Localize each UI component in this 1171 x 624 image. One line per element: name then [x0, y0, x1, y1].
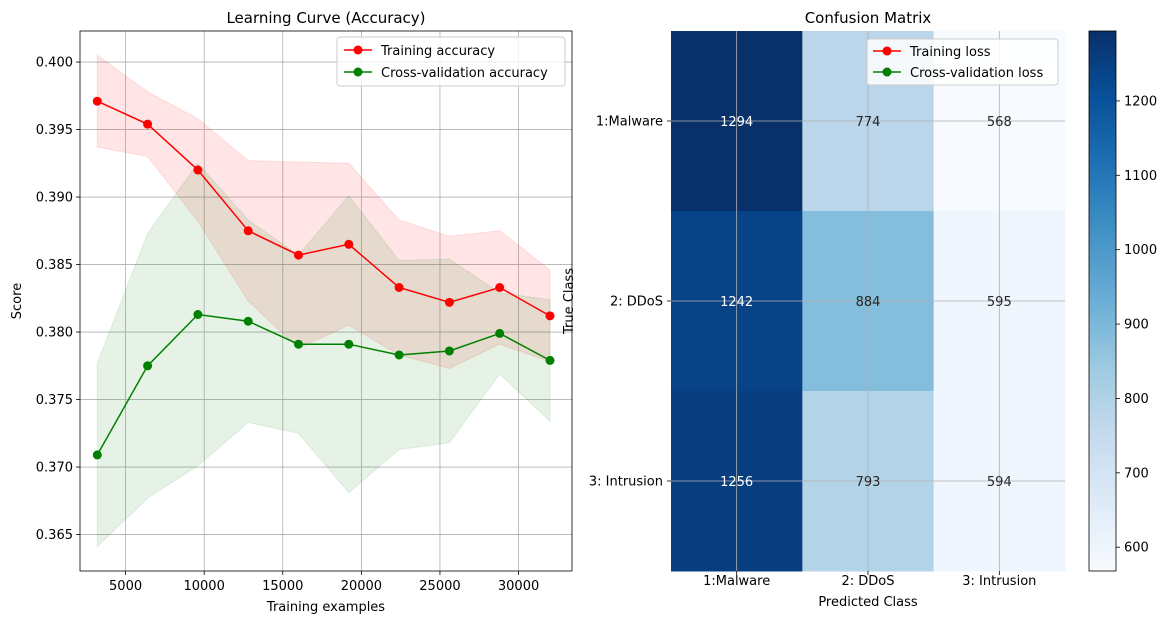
y-tick-label: 0.395	[36, 123, 73, 138]
y-tick-label: 0.390	[36, 191, 73, 206]
learning-curve-x-label: Training examples	[266, 600, 385, 615]
x-tick-label: 25000	[419, 579, 460, 594]
point-series-0	[193, 165, 203, 175]
y-tick-label: 0.375	[36, 393, 73, 408]
x-tick-label: 10000	[183, 579, 224, 594]
point-series-1	[193, 310, 203, 319]
point-series-0	[495, 283, 505, 292]
point-series-1	[545, 355, 555, 365]
cell-value: 884	[856, 295, 881, 310]
point-series-0	[444, 297, 454, 307]
y-category-label: 1:Malware	[596, 115, 663, 130]
colorbar-tick-label: 700	[1124, 466, 1149, 481]
line-series-1	[96, 313, 551, 456]
x-tick-label: 30000	[498, 579, 539, 594]
point-series-0	[92, 96, 102, 106]
legend-cv-loss-label: Cross-validation loss	[910, 66, 1043, 81]
y-tick-label: 0.400	[36, 56, 73, 71]
point-series-1	[293, 339, 303, 349]
learning-curve-legend-box	[336, 36, 566, 87]
learning-curve-axes-frame	[79, 30, 573, 572]
x-category-label: 3: Intrusion	[962, 574, 1036, 589]
learning-curve-points	[92, 96, 555, 460]
y-category-label: 3: Intrusion	[589, 475, 663, 490]
learning-curve-lines	[96, 100, 551, 456]
x-tick-label: 20000	[341, 579, 382, 594]
point-series-1	[143, 361, 153, 371]
point-series-1	[444, 346, 454, 356]
confusion-matrix-cell-labels: 1294 774 568 1242 884 595 1256 793 594	[720, 115, 1012, 490]
point-series-0	[243, 226, 253, 236]
x-category-label: 1:Malware	[703, 574, 770, 589]
legend-cv-loss-marker	[882, 67, 892, 77]
point-series-0	[394, 283, 404, 292]
colorbar-tick-label: 600	[1124, 541, 1149, 556]
confusion-matrix-title: Confusion Matrix	[805, 9, 932, 27]
legend-training-loss-marker	[882, 46, 892, 56]
point-series-0	[293, 250, 303, 260]
point-series-1	[394, 350, 404, 360]
point-series-1	[495, 328, 505, 338]
confusion-matrix-legend-box	[866, 38, 1059, 86]
colorbar-tick-label: 900	[1124, 318, 1149, 333]
confusion-matrix-legend: Training loss Cross-validation loss	[866, 38, 1059, 86]
x-tick-label: 5000	[109, 579, 142, 594]
confusion-matrix-chart: 1294 774 568 1242 884 595 1256 793 594 1:Malware…	[562, 9, 1157, 610]
confusion-matrix-y-label: True Class	[562, 268, 577, 335]
colorbar: 600 700 800 900 1000 1100 1200	[1088, 30, 1157, 572]
y-tick-label: 0.370	[36, 461, 73, 476]
cell-value: 1242	[720, 295, 753, 310]
cell-value: 568	[987, 115, 1012, 130]
line-series-0	[96, 100, 551, 317]
colorbar-tick-label: 1000	[1124, 243, 1157, 258]
confusion-matrix-y-ticks: 1:Malware 2: DDoS 3: Intrusion	[589, 115, 671, 490]
colorbar-tick-label: 1200	[1124, 94, 1157, 109]
colorbar-gradient	[1089, 31, 1116, 571]
band-series-1	[96, 162, 551, 548]
learning-curve-chart: 5000 10000 15000 20000 25000 30000 0.365 0.370…	[10, 9, 573, 615]
legend-cv-accuracy-marker	[353, 67, 363, 77]
learning-curve-x-ticks: 5000 10000 15000 20000 25000 30000	[109, 571, 539, 594]
x-category-label: 2: DDoS	[841, 574, 894, 589]
cell-value: 595	[987, 295, 1012, 310]
legend-training-loss-label: Training loss	[909, 45, 991, 60]
point-series-0	[545, 311, 555, 321]
learning-curve-title: Learning Curve (Accuracy)	[226, 9, 425, 27]
point-series-0	[344, 239, 354, 249]
y-category-label: 2: DDoS	[610, 295, 663, 310]
cell-value: 1294	[720, 115, 753, 130]
point-series-0	[143, 119, 153, 129]
colorbar-tick-label: 1100	[1124, 169, 1157, 184]
colorbar-tick-label: 800	[1124, 392, 1149, 407]
confusion-matrix-grid	[671, 31, 1065, 571]
learning-curve-y-ticks: 0.365 0.370 0.375 0.380 0.385 0.390 0.395 0.400	[36, 56, 80, 543]
point-series-1	[92, 450, 102, 460]
learning-curve-legend: Training accuracy Cross-validation accur…	[336, 36, 566, 87]
y-tick-label: 0.380	[36, 326, 73, 341]
y-tick-label: 0.385	[36, 258, 73, 273]
colorbar-frame	[1088, 30, 1117, 572]
point-series-1	[344, 339, 354, 349]
confusion-matrix-x-label: Predicted Class	[818, 595, 918, 610]
learning-curve-bands	[96, 54, 551, 548]
cell-value: 793	[856, 475, 881, 490]
learning-curve-y-label: Score	[10, 283, 25, 319]
colorbar-ticks: 600 700 800 900 1000 1100 1200	[1116, 94, 1157, 556]
y-tick-label: 0.365	[36, 528, 73, 543]
legend-training-accuracy-label: Training accuracy	[380, 44, 495, 59]
legend-training-accuracy-marker	[353, 45, 363, 55]
x-tick-label: 15000	[262, 579, 303, 594]
confusion-matrix-x-ticks: 1:Malware 2: DDoS 3: Intrusion	[703, 571, 1036, 589]
cell-value: 774	[856, 115, 881, 130]
cell-value: 1256	[720, 475, 753, 490]
cell-value: 594	[987, 475, 1012, 490]
legend-cv-accuracy-label: Cross-validation accuracy	[381, 66, 548, 81]
point-series-1	[243, 316, 253, 326]
